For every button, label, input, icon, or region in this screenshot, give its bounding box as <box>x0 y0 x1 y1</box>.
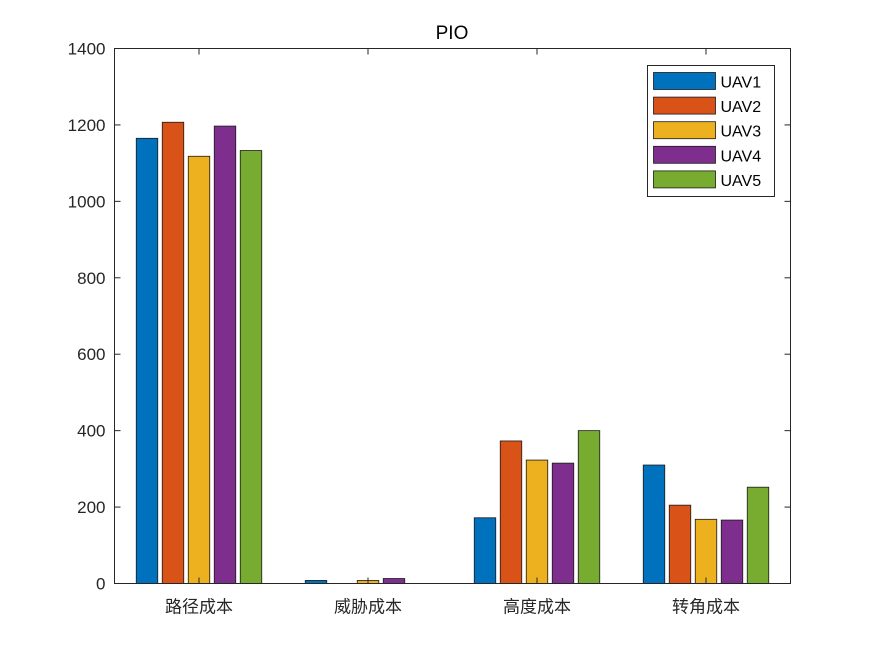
y-tick-label: 800 <box>77 269 105 288</box>
y-tick-label: 400 <box>77 422 105 441</box>
bar-uav1-2 <box>473 517 497 584</box>
chart-title: PIO <box>436 23 469 44</box>
y-tick-label: 1200 <box>68 116 106 135</box>
bar-uav1-3 <box>642 464 666 584</box>
bar-uav3-0 <box>187 155 211 584</box>
legend-label: UAV3 <box>721 124 762 141</box>
bar-uav5-3 <box>746 486 770 584</box>
legend-label: UAV4 <box>721 148 762 165</box>
x-category-label: 转角成本 <box>672 598 740 618</box>
y-tick-label: 0 <box>96 575 105 594</box>
axis-ticks: 0 200 400 600 800 1000 1200 1400 路径成本 威胁成本 高度成本 转角成… <box>68 40 791 618</box>
bar-uav3-3 <box>694 518 718 584</box>
y-tick-label: 1000 <box>68 192 106 211</box>
bar-uav2-0 <box>161 121 185 584</box>
legend-swatch <box>653 72 716 90</box>
bar-uav5-2 <box>577 430 601 584</box>
bar-uav1-0 <box>135 137 159 584</box>
bar-uav4-1 <box>382 578 406 584</box>
x-category-label: 高度成本 <box>503 598 571 618</box>
bar-uav4-3 <box>720 519 744 584</box>
x-category-label: 威胁成本 <box>334 598 402 618</box>
bar-uav4-2 <box>551 462 575 584</box>
legend-swatch <box>653 145 716 164</box>
legend: UAV1 UAV2 UAV3 UAV4 UAV5 <box>647 65 775 197</box>
legend-label: UAV1 <box>721 75 762 92</box>
y-tick-label: 200 <box>77 498 105 517</box>
y-tick-label: 600 <box>77 345 105 364</box>
legend-swatch <box>653 96 716 115</box>
legend-label: UAV5 <box>721 173 762 190</box>
plot-box <box>114 48 791 584</box>
y-tick-label: 1400 <box>68 40 106 59</box>
bar-uav4-0 <box>213 125 237 584</box>
bar-uav3-2 <box>525 459 549 584</box>
legend-swatch <box>653 170 716 189</box>
legend-label: UAV2 <box>721 99 762 116</box>
bar-uav2-3 <box>668 504 692 584</box>
bar-uav2-2 <box>499 440 523 584</box>
legend-swatch <box>653 121 716 140</box>
bar-uav5-0 <box>239 150 263 584</box>
x-category-label: 路径成本 <box>165 598 233 618</box>
